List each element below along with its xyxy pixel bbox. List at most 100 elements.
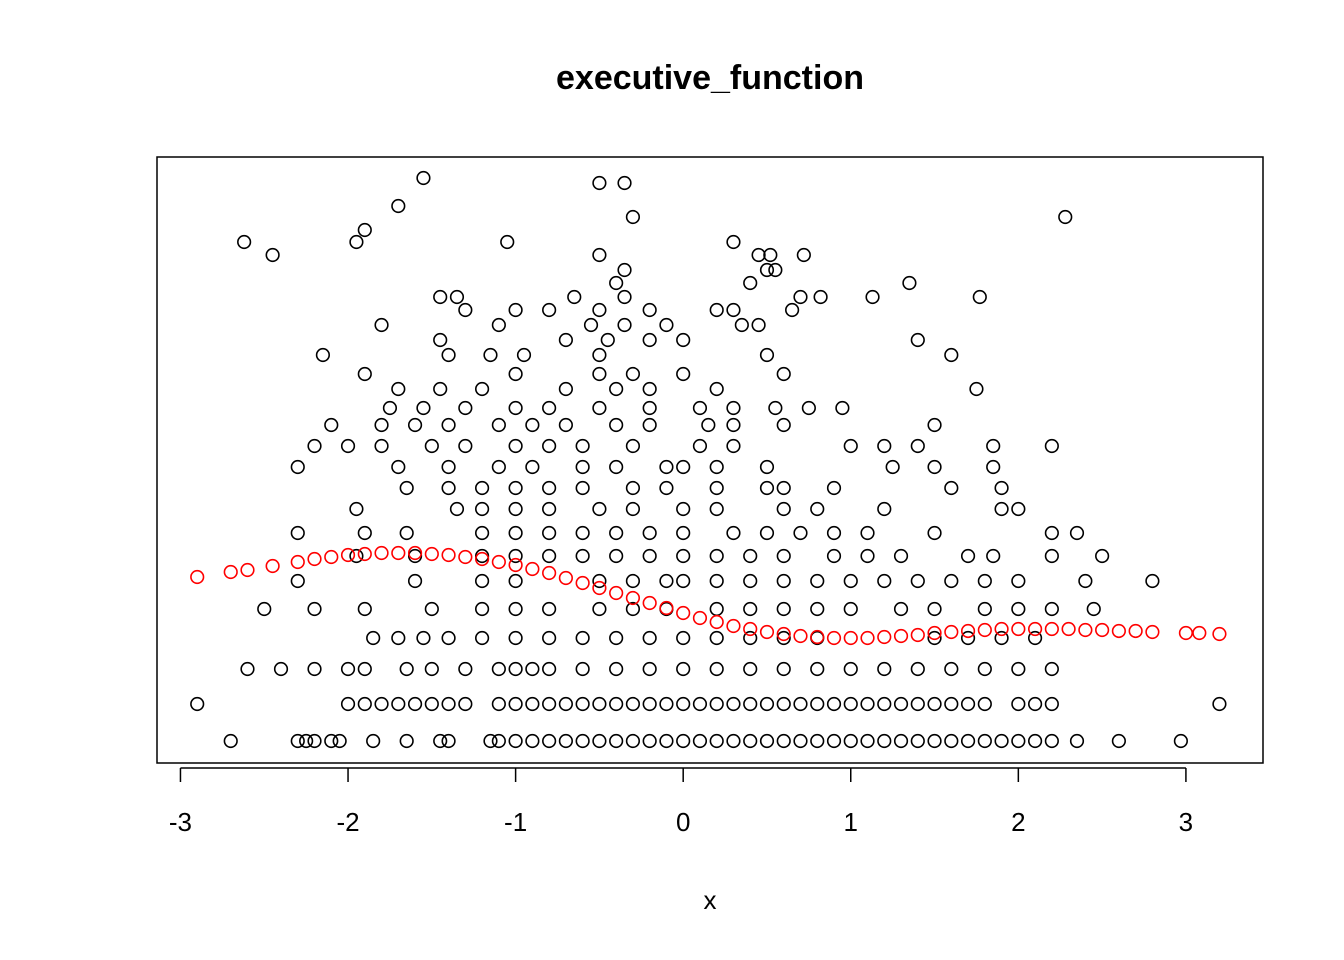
point: [994, 501, 1009, 517]
point: [759, 480, 775, 496]
point: [676, 548, 691, 564]
point: [575, 733, 590, 749]
point: [458, 549, 473, 565]
point: [525, 561, 540, 577]
point: [575, 438, 590, 454]
point: [491, 661, 506, 677]
point: [1044, 548, 1059, 564]
point: [1078, 573, 1093, 589]
point: [299, 733, 314, 749]
point: [776, 366, 791, 382]
point: [240, 562, 255, 578]
point: [340, 547, 356, 563]
point: [324, 549, 339, 565]
point: [793, 525, 808, 541]
point: [743, 275, 758, 291]
point: [642, 733, 657, 749]
point: [810, 661, 825, 677]
point: [508, 733, 523, 749]
point: [609, 630, 624, 646]
point: [592, 400, 607, 416]
point: [625, 601, 641, 617]
point: [977, 601, 992, 617]
point: [525, 733, 540, 749]
point: [558, 570, 573, 586]
point: [1011, 733, 1026, 749]
point: [726, 733, 741, 749]
point: [458, 696, 473, 712]
point: [374, 545, 389, 561]
point: [751, 317, 766, 333]
point: [265, 247, 280, 263]
point: [575, 661, 590, 677]
point: [290, 459, 305, 475]
point: [391, 459, 406, 475]
point: [642, 400, 657, 416]
point: [835, 400, 850, 416]
point: [625, 209, 641, 225]
point: [826, 480, 842, 496]
point: [743, 621, 758, 637]
point: [763, 247, 778, 263]
point: [1027, 696, 1043, 712]
x-tick-label: -2: [336, 807, 359, 837]
point: [441, 630, 456, 646]
point: [843, 438, 858, 454]
point: [609, 696, 624, 712]
point: [1145, 573, 1160, 589]
point: [877, 733, 892, 749]
point: [709, 696, 724, 712]
point: [994, 733, 1009, 749]
point: [692, 733, 708, 749]
point: [1044, 525, 1059, 541]
point: [307, 661, 322, 677]
point: [960, 623, 976, 639]
point: [776, 661, 791, 677]
point: [826, 548, 842, 564]
point: [860, 548, 875, 564]
point: [801, 400, 816, 416]
point: [237, 234, 252, 250]
point: [617, 317, 632, 333]
point: [625, 480, 641, 496]
point: [642, 332, 657, 348]
point: [399, 525, 414, 541]
point: [332, 733, 347, 749]
point: [609, 381, 624, 397]
point: [609, 548, 624, 564]
point: [977, 696, 992, 712]
point: [642, 417, 657, 433]
point: [1128, 623, 1143, 639]
point: [349, 501, 364, 517]
point: [893, 548, 909, 564]
point: [826, 696, 842, 712]
point: [893, 601, 909, 617]
point: [826, 630, 842, 646]
point: [910, 332, 925, 348]
point: [592, 347, 607, 363]
point: [676, 696, 691, 712]
point: [625, 733, 641, 749]
point: [944, 696, 959, 712]
point: [441, 459, 456, 475]
point: [357, 601, 372, 617]
point: [877, 629, 892, 645]
point: [709, 573, 724, 589]
point: [508, 601, 523, 617]
x-tick-label: 1: [844, 807, 858, 837]
point: [960, 548, 976, 564]
point: [508, 630, 523, 646]
point: [366, 630, 381, 646]
point: [776, 417, 791, 433]
point: [525, 696, 540, 712]
point: [340, 661, 356, 677]
point: [676, 525, 691, 541]
point: [575, 525, 590, 541]
point: [860, 630, 875, 646]
point: [474, 525, 490, 541]
point: [860, 733, 875, 749]
point: [265, 558, 280, 574]
point: [776, 601, 791, 617]
point: [625, 366, 641, 382]
